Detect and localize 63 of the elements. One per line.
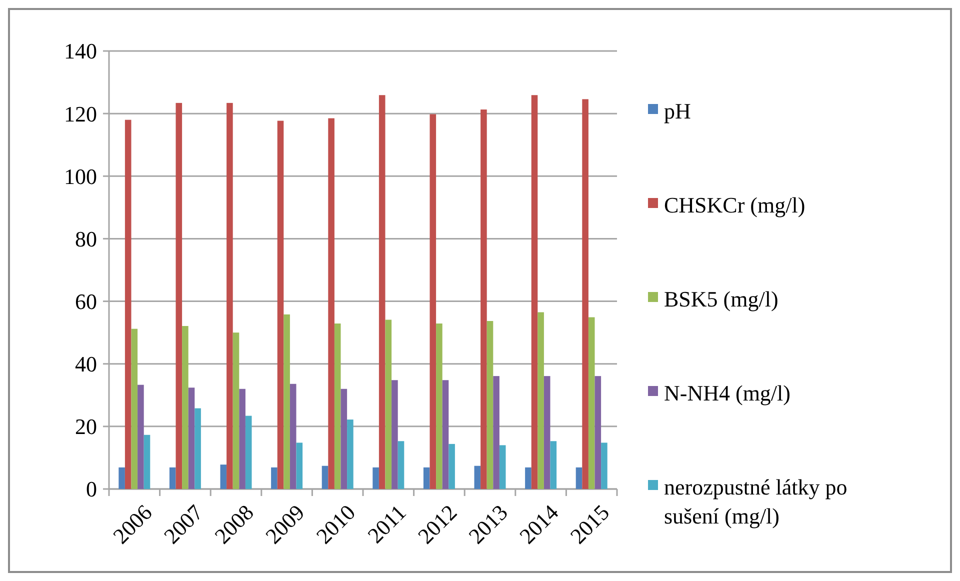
bar (372, 467, 379, 489)
bar (226, 102, 233, 489)
bar (582, 99, 588, 489)
bar (131, 328, 138, 489)
bar (398, 441, 404, 489)
legend-label: BSK5 (mg/l) (664, 286, 778, 312)
bar (474, 466, 481, 489)
bar (436, 324, 442, 489)
bar (378, 95, 386, 489)
bar (340, 388, 348, 489)
bar (328, 118, 334, 489)
bar (245, 416, 252, 489)
bar (182, 326, 188, 489)
legend-label: nerozpustné látky po sušení (mg/l) (664, 474, 848, 528)
bar (271, 467, 278, 489)
bar (334, 324, 341, 489)
bar (194, 408, 201, 489)
bar (284, 314, 290, 489)
bar (144, 434, 150, 489)
bar (538, 312, 544, 489)
bar (423, 467, 430, 489)
bar (239, 388, 246, 489)
bar (277, 120, 284, 489)
bar (118, 467, 125, 489)
bar (499, 445, 506, 489)
bar (220, 464, 227, 489)
bar (296, 442, 303, 489)
bar (550, 441, 557, 489)
bar (176, 102, 182, 489)
bar (493, 376, 500, 489)
bar (442, 380, 449, 489)
bar (385, 320, 392, 489)
bar (188, 388, 195, 489)
y-tick-label: 0 (86, 476, 97, 502)
legend-label: N-NH4 (mg/l) (664, 380, 790, 406)
bar (594, 376, 602, 489)
bar (576, 467, 582, 489)
bar (347, 420, 354, 489)
y-tick-label: 40 (75, 352, 97, 377)
bar (392, 380, 398, 489)
y-tick-label: 100 (64, 164, 97, 189)
y-tick-label: 60 (75, 288, 97, 314)
bar (448, 444, 455, 489)
bar (486, 320, 494, 489)
y-tick-label: 20 (75, 414, 97, 440)
bar (525, 467, 532, 489)
y-tick-label: 80 (75, 226, 97, 252)
bar (124, 120, 132, 489)
bar (169, 467, 176, 489)
bar (544, 376, 550, 489)
bar (232, 332, 240, 489)
y-tick-label: 120 (64, 101, 97, 126)
bar (601, 442, 608, 489)
bar (290, 384, 296, 489)
y-tick-label: 140 (64, 38, 97, 64)
bar (138, 384, 144, 489)
bar (588, 317, 595, 489)
bar (531, 95, 538, 489)
legend-label: CHSKCr (mg/l) (664, 192, 806, 218)
bar (480, 110, 487, 489)
bar (430, 114, 436, 489)
legend-label: pH (664, 98, 691, 124)
bar (322, 466, 328, 489)
